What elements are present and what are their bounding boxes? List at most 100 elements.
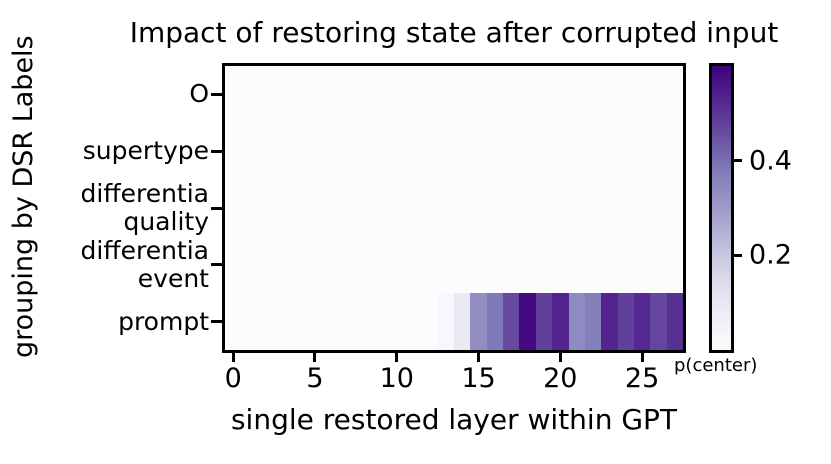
- heatmap-cell: [372, 66, 389, 123]
- x-tick-mark: [231, 350, 235, 362]
- heatmap-cell: [633, 66, 651, 123]
- heatmap-cell: [404, 66, 422, 123]
- heatmap-cell: [290, 293, 307, 350]
- heatmap-cell: [617, 66, 634, 123]
- colorbar-label: p(center): [674, 355, 758, 376]
- heatmap-cell: [355, 66, 373, 123]
- heatmap-cell: [306, 179, 324, 237]
- heatmap-cell: [584, 122, 602, 180]
- heatmap-cell: [454, 179, 471, 237]
- heatmap-cell: [257, 122, 275, 180]
- x-tick-label: 25: [624, 363, 660, 394]
- heatmap-cell: [290, 179, 307, 237]
- heatmap-cell: [274, 236, 291, 294]
- y-tick-mark: [211, 206, 225, 210]
- heatmap-cell: [225, 236, 242, 294]
- heatmap-cell: [568, 66, 585, 123]
- heatmap-cell: [306, 122, 324, 180]
- heatmap-cell: [323, 66, 340, 123]
- colorbar-tick-mark: [731, 253, 742, 257]
- y-tick-mark: [211, 149, 225, 153]
- heatmap-cell: [339, 179, 356, 237]
- heatmap-cell: [388, 236, 405, 294]
- heatmap-cell: [617, 179, 634, 237]
- heatmap-cell: [552, 293, 569, 350]
- heatmap-cell: [225, 66, 242, 123]
- x-tick-label: 10: [379, 363, 414, 394]
- heatmap-cell: [421, 236, 438, 294]
- heatmap-cell: [339, 236, 356, 294]
- heatmap-cell: [666, 66, 683, 123]
- heatmap-cell: [274, 179, 291, 237]
- heatmap-cell: [241, 66, 258, 123]
- heatmap-cell: [421, 122, 438, 180]
- heatmap-cell: [388, 293, 405, 350]
- heatmap-cell: [601, 122, 618, 180]
- heatmap-cell: [339, 66, 356, 123]
- heatmap-cell: [241, 179, 258, 237]
- colorbar: [712, 66, 731, 350]
- heatmap-cell: [241, 122, 258, 180]
- heatmap-cell: [323, 236, 340, 294]
- heatmap-cell: [519, 122, 536, 180]
- heatmap-cell: [568, 236, 585, 294]
- heatmap-cell: [470, 293, 487, 350]
- heatmap-cell: [633, 293, 651, 350]
- heatmap-cell: [372, 236, 389, 294]
- heatmap-plot-area: [225, 66, 683, 350]
- x-tick-label: 0: [224, 363, 242, 394]
- heatmap-cell: [666, 179, 683, 237]
- x-tick-mark: [558, 350, 562, 362]
- colorbar-border: [709, 63, 734, 353]
- heatmap-cell: [486, 66, 504, 123]
- heatmap-cell: [339, 293, 356, 350]
- heatmap-cell: [633, 179, 651, 237]
- heatmap-cell: [388, 66, 405, 123]
- chart-title: Impact of restoring state after corrupte…: [129, 16, 779, 49]
- heatmap-cell: [437, 293, 454, 350]
- heatmap-cell: [601, 293, 618, 350]
- heatmap-cell: [503, 236, 520, 294]
- heatmap-cell: [388, 179, 405, 237]
- heatmap-cell: [650, 179, 667, 237]
- heatmap-cell: [454, 236, 471, 294]
- heatmap-cell: [650, 66, 667, 123]
- y-tick-label: prompt: [118, 306, 209, 336]
- y-tick-mark: [211, 320, 225, 324]
- colorbar-tick-label: 0.2: [749, 239, 792, 271]
- heatmap-cell: [225, 293, 242, 350]
- heatmap-cell: [552, 236, 569, 294]
- heatmap-cell: [503, 293, 520, 350]
- heatmap-cell: [552, 66, 569, 123]
- heatmap-cell: [421, 66, 438, 123]
- heatmap-cell: [535, 66, 553, 123]
- heatmap-cell: [421, 293, 438, 350]
- heatmap-cell: [666, 236, 683, 294]
- heatmap-cell: [486, 179, 504, 237]
- heatmap-cell: [666, 293, 683, 350]
- heatmap-cell: [519, 179, 536, 237]
- heatmap-cell: [290, 236, 307, 294]
- heatmap-cell: [617, 236, 634, 294]
- heatmap-cell: [633, 236, 651, 294]
- heatmap-cell: [470, 236, 487, 294]
- heatmap-cell: [355, 179, 373, 237]
- heatmap-cell: [421, 179, 438, 237]
- colorbar-tick-mark: [731, 159, 742, 163]
- heatmap-cell: [404, 122, 422, 180]
- heatmap-cell: [306, 293, 324, 350]
- heatmap-cell: [290, 66, 307, 123]
- heatmap-cell: [519, 236, 536, 294]
- heatmap-cell: [535, 122, 553, 180]
- heatmap-cell: [388, 122, 405, 180]
- heatmap-cell: [225, 122, 242, 180]
- heatmap-cell: [404, 179, 422, 237]
- x-tick-label: 20: [543, 363, 578, 394]
- heatmap-cell: [503, 66, 520, 123]
- heatmap-cell: [290, 122, 307, 180]
- heatmap-cell: [404, 236, 422, 294]
- heatmap-cell: [470, 122, 487, 180]
- heatmap-cell: [486, 122, 504, 180]
- heatmap-cell: [601, 179, 618, 237]
- heatmap-cell: [404, 293, 422, 350]
